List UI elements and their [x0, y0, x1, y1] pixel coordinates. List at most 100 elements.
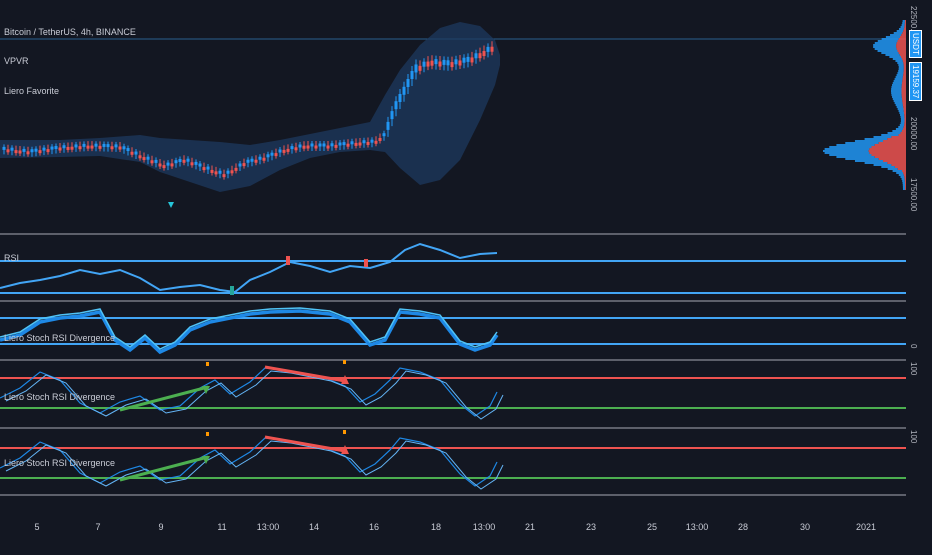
- volume-profile-bar: [854, 160, 884, 162]
- signal-marker: [343, 430, 346, 434]
- candle-body: [414, 64, 418, 73]
- stoch-pane-label-1[interactable]: Liero Stoch RSI Divergence: [4, 333, 116, 343]
- volume-profile-bar: [901, 34, 906, 36]
- volume-profile-bar: [901, 92, 906, 94]
- candle-body: [174, 160, 178, 164]
- volume-profile-bar: [902, 76, 906, 78]
- volume-profile-bar: [904, 22, 906, 24]
- volume-profile-bar: [896, 30, 904, 32]
- time-label: 7: [95, 522, 101, 532]
- volume-profile-bar: [854, 140, 884, 142]
- volume-profile-bar: [874, 42, 897, 44]
- candle-body: [130, 151, 134, 155]
- candle-body: [282, 149, 286, 153]
- volume-profile-bar: [891, 94, 902, 96]
- volume-profile-bar: [885, 54, 900, 56]
- volume-profile-bar: [904, 178, 906, 180]
- stoch-pane-label-3[interactable]: Liero Stoch RSI Divergence: [4, 458, 116, 468]
- volume-profile-bar: [902, 128, 906, 130]
- volume-profile-bar: [901, 56, 906, 58]
- candle-body: [402, 86, 406, 95]
- volume-profile-bar: [829, 146, 872, 148]
- volume-profile-bar: [891, 164, 906, 166]
- symbol-title: Bitcoin / TetherUS, 4h, BINANCE: [4, 27, 136, 37]
- volume-profile-bar: [901, 90, 906, 92]
- rsi-pane-label[interactable]: RSI: [4, 253, 20, 263]
- volume-profile-bar: [900, 114, 905, 116]
- volume-profile-bar: [904, 112, 906, 114]
- stoch-d-line: [5, 370, 504, 420]
- volume-profile-bar: [877, 40, 898, 42]
- candle-body: [294, 147, 298, 151]
- volume-profile-bar: [883, 160, 906, 162]
- volume-profile-bar: [903, 68, 906, 70]
- candle-body: [430, 60, 434, 66]
- stoch-d-line: [5, 440, 504, 490]
- volume-profile-bar: [895, 76, 903, 78]
- candle-body: [258, 156, 262, 160]
- indicator-liero-favorite-label[interactable]: Liero Favorite: [4, 86, 60, 96]
- candle-body: [206, 166, 210, 170]
- candle-body: [474, 53, 478, 59]
- candle-body: [46, 149, 50, 153]
- stoch-scale-100-b: 100: [909, 430, 918, 444]
- volume-profile-bar: [904, 120, 906, 122]
- candle-body: [266, 154, 270, 158]
- volume-profile-bar: [903, 74, 906, 76]
- volume-profile-bar: [896, 74, 904, 76]
- candle-body: [370, 139, 374, 143]
- volume-profile-bar: [864, 162, 888, 164]
- volume-profile-bar: [900, 118, 905, 120]
- candle-body: [230, 170, 234, 174]
- candle-body: [454, 59, 458, 65]
- candle-body: [2, 146, 6, 150]
- candle-body: [70, 146, 74, 150]
- candle-body: [478, 53, 482, 59]
- candle-body: [338, 142, 342, 146]
- time-label: 13:00: [256, 522, 280, 532]
- candle-body: [462, 57, 466, 63]
- volume-profile-bar: [898, 52, 906, 54]
- candle-body: [374, 140, 378, 144]
- candle-body: [50, 146, 54, 150]
- volume-profile-bar: [889, 56, 902, 58]
- volume-profile-bar: [898, 64, 904, 66]
- candle-body: [450, 62, 454, 68]
- candle-body: [198, 163, 202, 167]
- candle-body: [466, 56, 470, 62]
- volume-profile-bar: [901, 96, 906, 98]
- volume-profile-bar: [901, 130, 906, 132]
- volume-profile-bar: [905, 188, 906, 190]
- volume-profile-bar: [899, 112, 905, 114]
- indicator-vpvr-label[interactable]: VPVR: [4, 56, 29, 66]
- volume-profile-bar: [836, 144, 875, 146]
- volume-profile-bar: [881, 38, 899, 40]
- candle-body: [186, 158, 190, 162]
- candle-body: [154, 159, 158, 163]
- volume-profile-bar: [902, 180, 905, 182]
- volume-profile-bar: [903, 108, 906, 110]
- volume-profile-bar: [896, 48, 906, 50]
- volume-profile-bar: [901, 94, 906, 96]
- stoch-d-line: [0, 307, 498, 350]
- bearish-divergence-line: [264, 435, 346, 453]
- volume-profile-bar: [892, 170, 902, 172]
- volume-profile-bar: [903, 30, 906, 32]
- candle-body: [322, 143, 326, 147]
- time-label: 13:00: [472, 522, 496, 532]
- volume-profile-bar: [885, 36, 900, 38]
- candle-body: [210, 169, 214, 173]
- candle-body: [226, 170, 230, 174]
- volume-profile-bar: [892, 96, 902, 98]
- time-label: 25: [646, 522, 658, 532]
- volume-profile-bar: [873, 164, 892, 166]
- volume-profile-bar: [904, 24, 906, 26]
- candle-body: [278, 149, 282, 153]
- candle-body: [134, 151, 138, 155]
- stoch-pane-label-2[interactable]: Liero Stoch RSI Divergence: [4, 392, 116, 402]
- volume-profile-bar: [902, 78, 906, 80]
- candle-body: [418, 65, 422, 71]
- volume-profile-bar: [900, 26, 905, 28]
